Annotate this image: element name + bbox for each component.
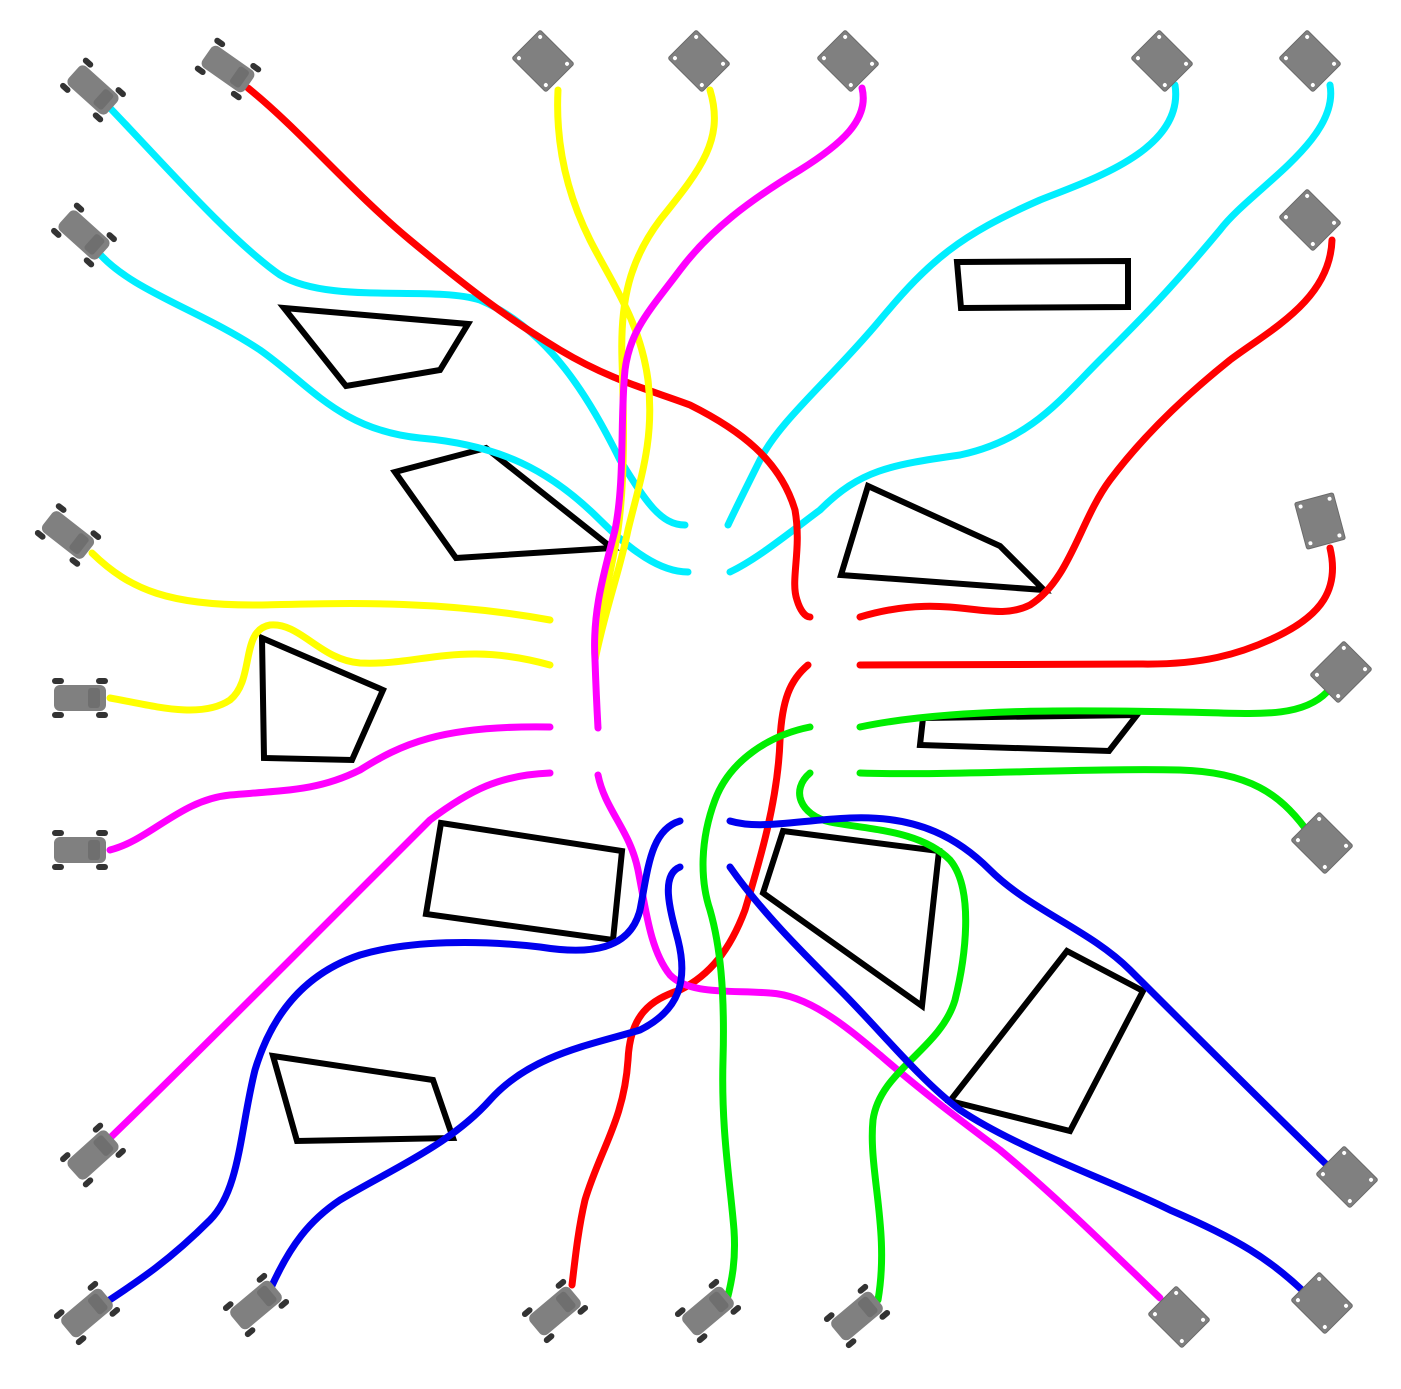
obstacle-8	[759, 827, 943, 1012]
goal-pad-icon	[1293, 492, 1347, 550]
path-red-1	[244, 84, 814, 621]
path-green-3	[699, 723, 814, 1304]
car-robot-icon	[520, 1277, 590, 1345]
path-blue-1	[101, 817, 684, 1307]
car-robot-icon	[52, 1279, 122, 1347]
obstacle-3	[953, 257, 1131, 312]
robot-paths	[88, 81, 1337, 1307]
path-green-1	[856, 688, 1331, 731]
obstacles	[258, 257, 1148, 1145]
goal-pad-icon	[1315, 1145, 1379, 1209]
path-blue-3	[726, 814, 1334, 1172]
obstacle-7	[422, 819, 626, 944]
path-yellow-3	[88, 549, 554, 624]
path-magenta-4	[594, 771, 1164, 1302]
path-magenta-2	[106, 723, 554, 854]
obstacle-5	[258, 633, 387, 764]
path-yellow-2	[591, 86, 718, 664]
obstacle-10	[268, 1052, 458, 1145]
robots	[33, 36, 892, 1350]
obstacle-1	[277, 304, 474, 390]
car-robot-icon	[221, 1271, 291, 1339]
goal-pad-icon	[1130, 29, 1194, 93]
path-red-4	[568, 661, 812, 1289]
path-cyan-4	[726, 81, 1335, 576]
goal-pad-icon	[1290, 1271, 1354, 1335]
car-robot-icon	[52, 678, 108, 718]
path-cyan-1	[106, 104, 689, 529]
obstacle-4	[837, 481, 1052, 594]
goal-pad-icon	[667, 29, 731, 93]
path-red-3	[856, 544, 1337, 669]
goal-pad-icon	[1309, 640, 1373, 704]
goal-pad-icon	[816, 29, 880, 93]
path-magenta-1	[591, 84, 867, 732]
path-yellow-4	[106, 621, 554, 714]
path-cyan-2	[94, 248, 692, 576]
path-yellow-1	[554, 86, 654, 664]
path-cyan-3	[724, 81, 1180, 529]
goals	[511, 29, 1379, 1349]
car-robot-icon	[52, 830, 108, 870]
path-blue-4	[726, 863, 1306, 1294]
car-robot-icon	[33, 502, 103, 568]
goal-pad-icon	[511, 29, 575, 93]
path-magenta-3	[106, 769, 554, 1142]
path-green-2	[856, 766, 1309, 832]
path-blue-2	[266, 863, 686, 1294]
obstacle-9	[944, 947, 1148, 1135]
path-red-2	[856, 236, 1336, 621]
obstacle-6	[916, 711, 1144, 755]
